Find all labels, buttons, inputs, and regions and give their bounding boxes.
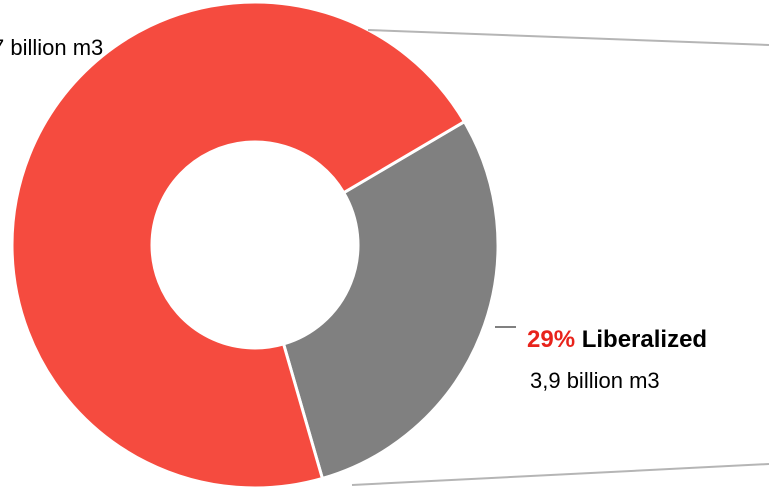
slice-label-liberalized: 29% Liberalized: [527, 326, 707, 353]
leader-line-bottom: [351, 463, 769, 486]
leader-lines: [351, 29, 769, 486]
slice-liberalized: [281, 119, 500, 481]
slice-label-liberalized-value: 3,9 billion m3: [530, 368, 660, 393]
slices-layer: [10, 0, 500, 490]
liberalized-name: Liberalized: [582, 326, 707, 353]
liberalized-percent: 29%: [527, 326, 575, 353]
slice-regulated: [10, 0, 467, 490]
leader-line-top: [367, 29, 769, 46]
slice-label-regulated-value: 7 billion m3: [0, 35, 103, 60]
